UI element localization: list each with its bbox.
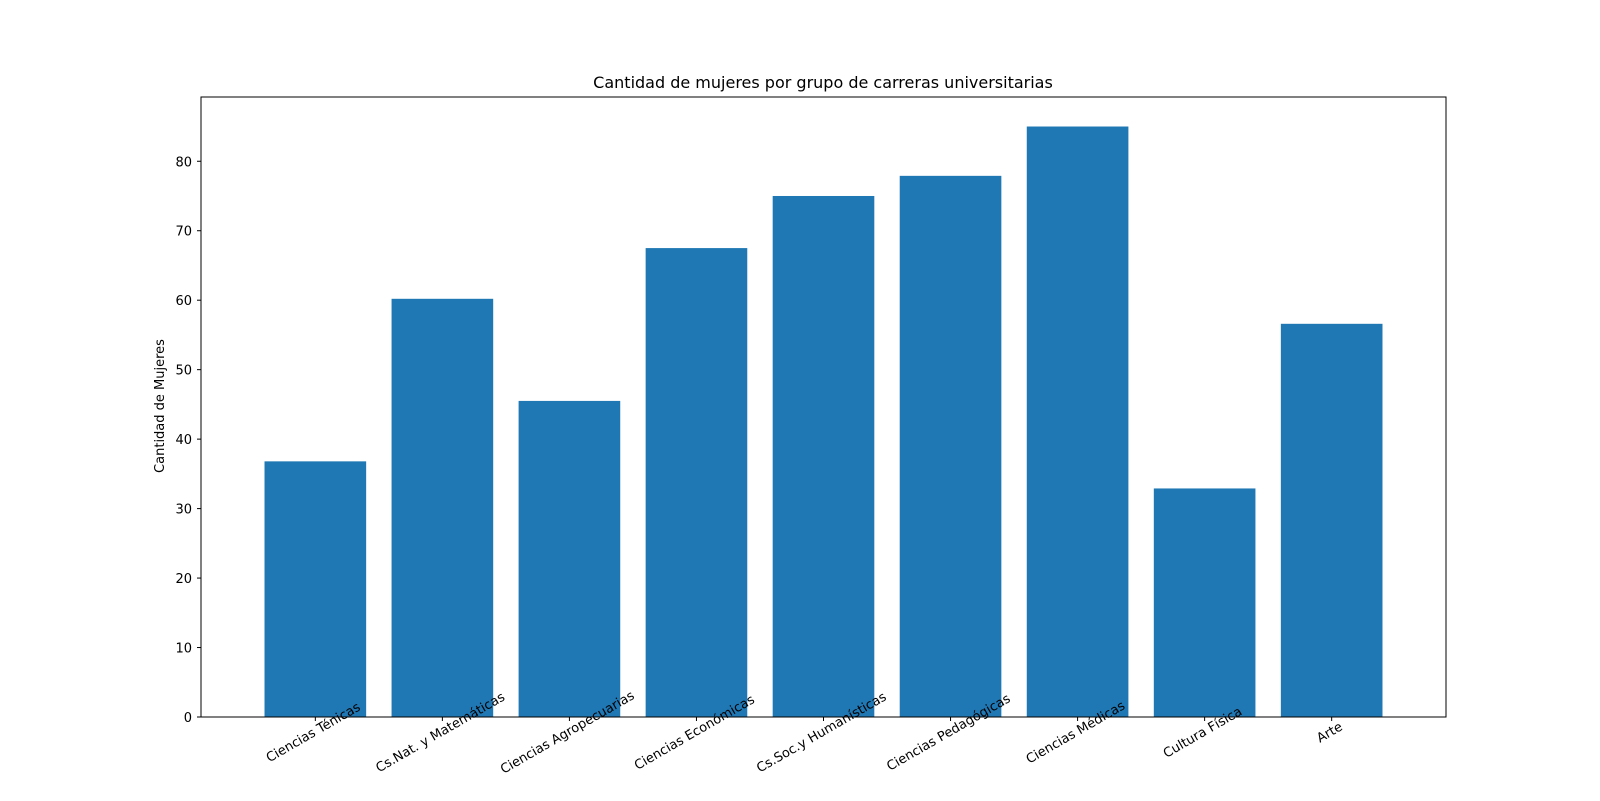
y-tick-label: 80 (175, 155, 192, 170)
bar (1026, 126, 1129, 717)
y-tick-label: 50 (175, 364, 192, 379)
y-tick-label: 70 (175, 225, 192, 240)
bar (518, 400, 621, 717)
y-tick-label: 20 (175, 572, 192, 587)
bar (899, 175, 1002, 718)
y-tick-label: 30 (175, 503, 192, 518)
plot-area-frame (200, 96, 1447, 718)
y-tick-label: 40 (175, 433, 192, 448)
bar (264, 461, 367, 717)
bars-group (264, 126, 1383, 718)
y-axis-ticks: 0 10 20 30 40 50 60 70 80 (175, 155, 201, 726)
bar (772, 195, 875, 718)
bar (1153, 488, 1256, 717)
y-tick-label: 10 (175, 642, 192, 657)
chart-title: Cantidad de mujeres por grupo de carrera… (593, 73, 1053, 92)
y-tick-label: 0 (184, 711, 192, 726)
y-axis-label: Cantidad de Mujeres (153, 339, 168, 473)
bar (645, 248, 748, 717)
y-tick-label: 60 (175, 294, 192, 309)
bar (1280, 323, 1383, 717)
bar (391, 298, 494, 717)
